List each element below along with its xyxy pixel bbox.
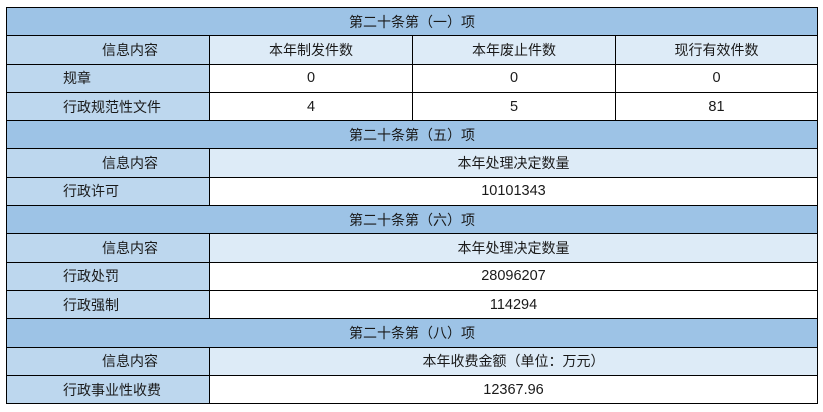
row-label: 行政处罚 <box>6 261 210 291</box>
table-row: 行政许可 10101343 <box>6 176 818 207</box>
section-title: 第二十条第（五）项 <box>6 120 818 150</box>
section-title: 第二十条第（一）项 <box>6 6 818 37</box>
table-row: 行政事业性收费 12367.96 <box>6 374 818 405</box>
header-cell: 信息内容 <box>6 233 210 263</box>
row-label: 规章 <box>6 63 210 93</box>
section-header: 第二十条第（五）项 <box>6 120 818 150</box>
cell-value: 28096207 <box>209 261 818 291</box>
cell-value: 81 <box>615 91 818 122</box>
cell-value: 5 <box>412 91 616 122</box>
table-row: 行政强制 114294 <box>6 289 818 320</box>
row-label: 行政强制 <box>6 289 210 320</box>
cell-value: 0 <box>615 63 818 93</box>
row-label: 行政规范性文件 <box>6 91 210 122</box>
header-row: 信息内容 本年制发件数 本年废止件数 现行有效件数 <box>6 35 818 65</box>
cell-value: 0 <box>412 63 616 93</box>
table-row: 规章 0 0 0 <box>6 63 818 93</box>
section-header: 第二十条第（六）项 <box>6 205 818 235</box>
header-cell: 现行有效件数 <box>615 35 818 65</box>
section-title: 第二十条第（八）项 <box>6 318 818 348</box>
cell-value: 12367.96 <box>209 374 818 405</box>
header-row: 信息内容 本年处理决定数量 <box>6 148 818 178</box>
cell-value: 0 <box>209 63 413 93</box>
header-cell: 信息内容 <box>6 346 210 376</box>
cell-value: 10101343 <box>209 176 818 207</box>
cell-value: 4 <box>209 91 413 122</box>
header-cell: 信息内容 <box>6 35 210 65</box>
row-label: 行政许可 <box>6 176 210 207</box>
header-row: 信息内容 本年收费金额（单位：万元） <box>6 346 818 376</box>
header-cell: 本年制发件数 <box>209 35 413 65</box>
header-row: 信息内容 本年处理决定数量 <box>6 233 818 263</box>
table-row: 行政处罚 28096207 <box>6 261 818 291</box>
header-cell: 本年废止件数 <box>412 35 616 65</box>
header-cell: 本年处理决定数量 <box>209 233 818 263</box>
row-label: 行政事业性收费 <box>6 374 210 405</box>
disclosure-table: 第二十条第（一）项 信息内容 本年制发件数 本年废止件数 现行有效件数 规章 0… <box>6 6 818 405</box>
header-cell: 本年收费金额（单位：万元） <box>209 346 818 376</box>
section-header: 第二十条第（一）项 <box>6 6 818 37</box>
header-cell: 本年处理决定数量 <box>209 148 818 178</box>
section-header: 第二十条第（八）项 <box>6 318 818 348</box>
cell-value: 114294 <box>209 289 818 320</box>
table-row: 行政规范性文件 4 5 81 <box>6 91 818 122</box>
header-cell: 信息内容 <box>6 148 210 178</box>
section-title: 第二十条第（六）项 <box>6 205 818 235</box>
